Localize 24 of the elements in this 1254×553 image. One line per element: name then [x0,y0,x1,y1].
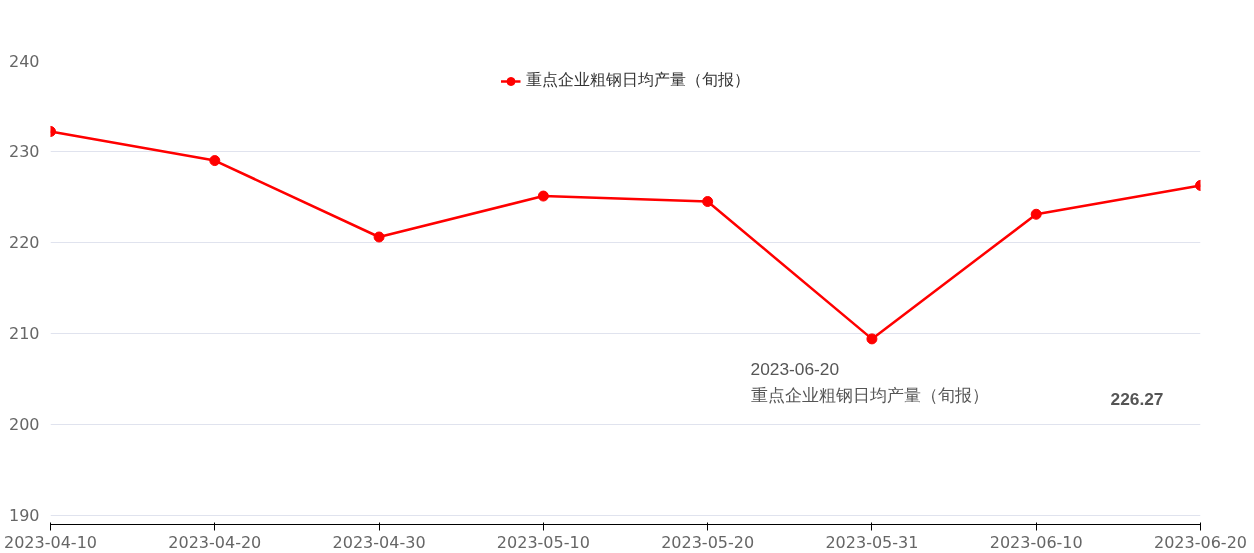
point [702,196,714,208]
x-tick-label: 2023-06-20 [1154,532,1247,552]
x-tick-label: 2023-05-20 [661,532,755,552]
y-tick-label: 210 [8,324,40,344]
x-tick-label: 2023-04-20 [168,532,262,552]
x-tick-label: 2023-04-10 [4,532,97,552]
annotation: 重点企业粗钢日均产量（旬报） [750,384,989,405]
legend-label: 重点企业粗钢日均产量（旬报） [525,70,750,90]
y-tick-label: 200 [8,415,40,435]
annotation: 2023-06-20 [750,358,840,379]
point [209,155,221,167]
point [373,231,385,243]
point [1030,208,1042,220]
annotation: 226.27 [1110,388,1164,409]
x-tick-label: 2023-06-10 [989,532,1083,552]
y-tick-label: 220 [8,233,40,253]
point [537,190,549,202]
y-tick-label: 240 [8,51,40,71]
point [866,333,878,345]
y-tick-label: 190 [8,506,40,526]
x-tick-label: 2023-04-30 [332,532,426,552]
y-tick-label: 230 [8,142,40,162]
x-tick-label: 2023-05-10 [496,532,590,552]
x-tick-label: 2023-05-31 [825,532,919,552]
